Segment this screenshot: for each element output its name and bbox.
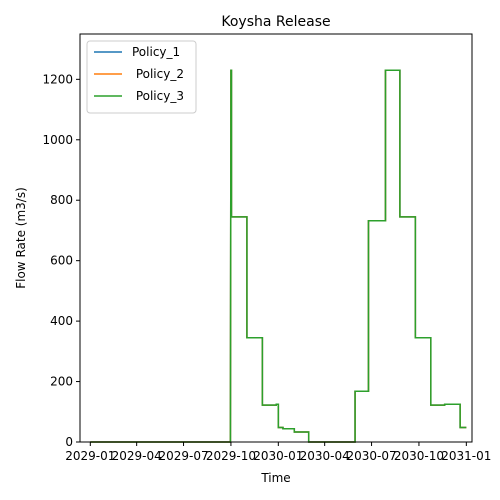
x-tick-label: 2029-10 (206, 449, 256, 463)
legend: Policy_1 Policy_2 Policy_3 (86, 40, 197, 114)
y-axis: 0 200 400 600 800 1000 1200 (42, 72, 80, 449)
y-tick-label: 0 (65, 435, 73, 449)
series-line-1 (90, 69, 467, 443)
x-axis-label: Time (260, 471, 290, 485)
x-tick-label: 2029-04 (112, 449, 162, 463)
legend-box (86, 40, 197, 114)
x-tick-label: 2031-01 (441, 449, 491, 463)
y-tick-label: 800 (50, 193, 73, 207)
x-axis: 2029-012029-042029-072029-102030-012030-… (65, 442, 491, 463)
x-tick-label: 2030-01 (253, 449, 303, 463)
legend-label-2: Policy_2 (132, 67, 184, 81)
chart-title: Koysha Release (221, 14, 330, 30)
series-layer (90, 69, 467, 443)
y-tick-label: 600 (50, 254, 73, 268)
y-tick-label: 400 (50, 314, 73, 328)
series-line-3 (90, 69, 467, 443)
plot-frame (79, 33, 473, 443)
x-tick-label: 2030-04 (300, 449, 350, 463)
x-tick-label: 2029-07 (158, 449, 208, 463)
x-tick-label: 2029-01 (65, 449, 115, 463)
legend-label-1: Policy_1 (132, 45, 180, 59)
x-tick-label: 2030-07 (346, 449, 396, 463)
x-tick-label: 2030-10 (394, 449, 444, 463)
series-line-2 (90, 69, 467, 443)
y-tick-label: 1000 (42, 133, 73, 147)
y-axis-label: Flow Rate (m3/s) (14, 187, 28, 289)
y-tick-label: 1200 (42, 72, 73, 86)
y-tick-label: 200 (50, 375, 73, 389)
legend-label-3: Policy_3 (132, 89, 184, 103)
